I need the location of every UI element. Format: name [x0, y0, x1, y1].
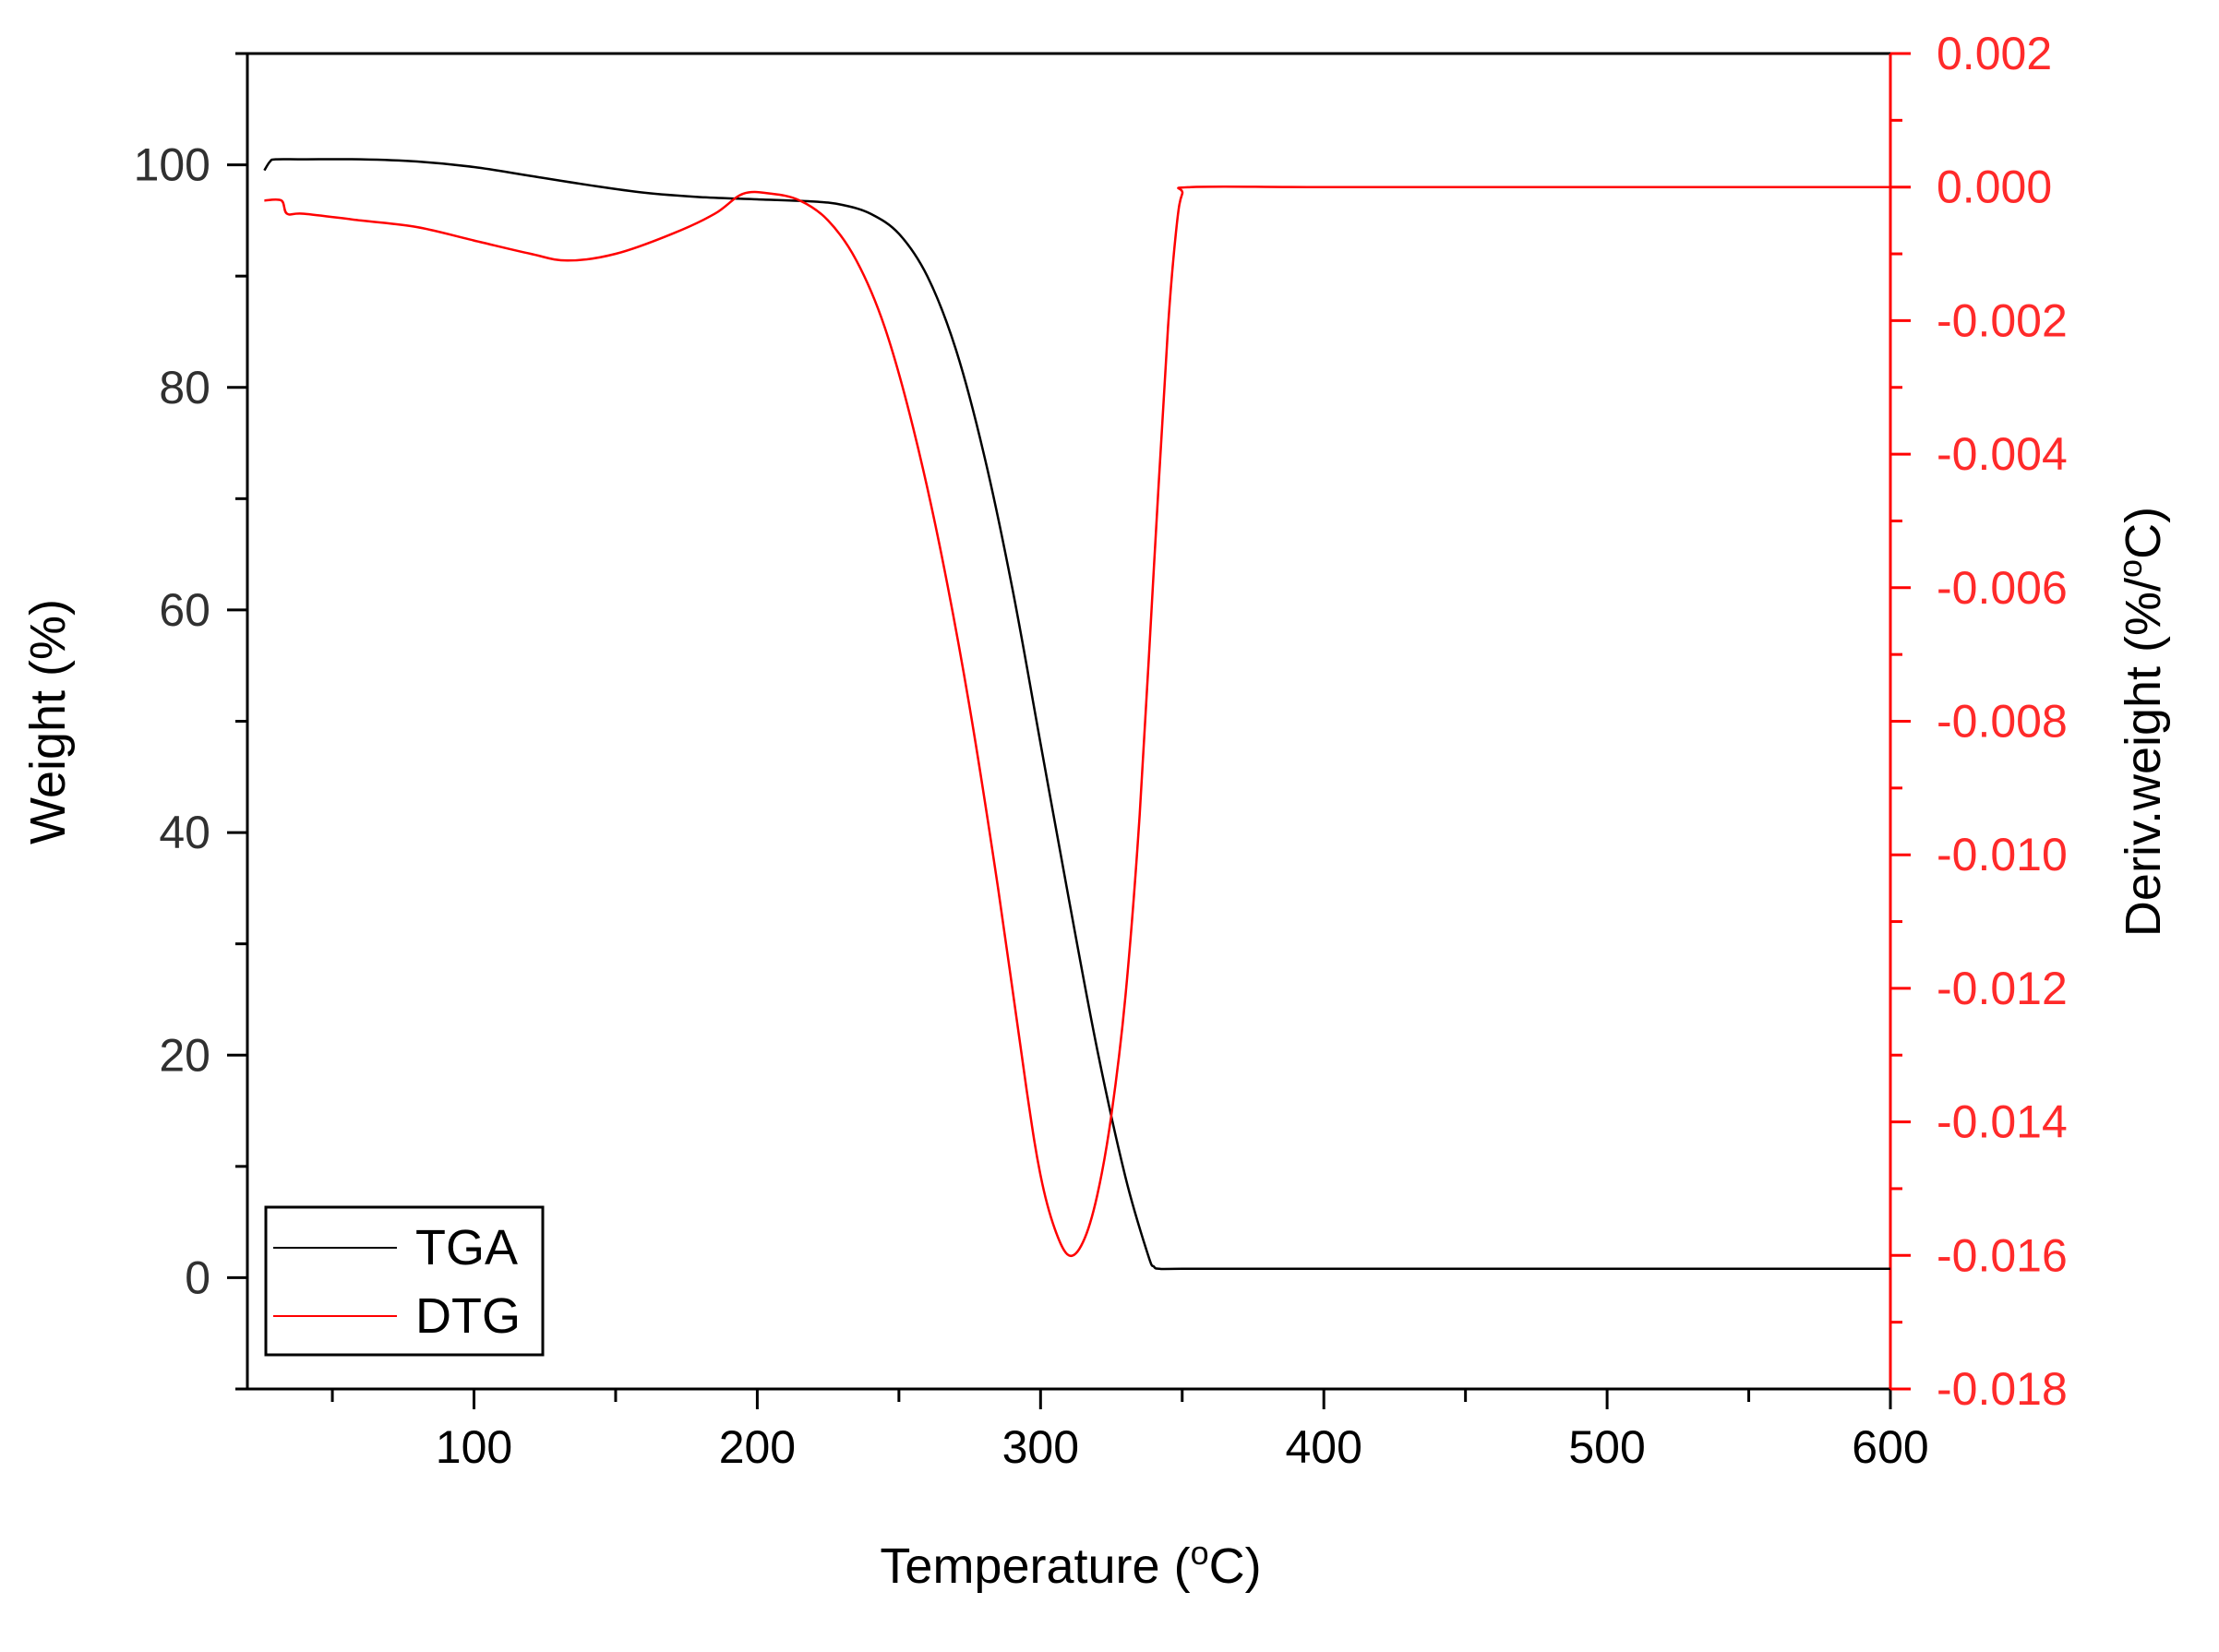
y2-tick-label: -0.016: [1937, 1229, 2068, 1281]
y2-tick-label: -0.008: [1937, 696, 2068, 748]
x-tick-label: 500: [1568, 1421, 1645, 1473]
y2-tick-label: -0.002: [1937, 294, 2068, 346]
y2-tick-label: -0.012: [1937, 963, 2068, 1014]
y-tick-label: 0: [185, 1251, 210, 1303]
series-dtg-line: [264, 185, 1890, 1258]
y2-axis-title: Deriv.weight (%/oC): [2111, 507, 2171, 937]
legend-tga-label: TGA: [415, 1220, 518, 1275]
x-axis-title: Temperature (oC): [880, 1534, 1261, 1594]
y2-tick-label: -0.004: [1937, 428, 2068, 480]
x-tick-label: 600: [1852, 1421, 1928, 1473]
x-tick-label: 400: [1285, 1421, 1361, 1473]
x-tick-label: 100: [436, 1421, 512, 1473]
x-tick-label: 200: [719, 1421, 796, 1473]
y2-tick-label: -0.010: [1937, 829, 2068, 880]
legend-box: [264, 1205, 545, 1357]
y-tick-label: 100: [134, 139, 210, 191]
y2-tick-label: 0.000: [1937, 162, 2052, 213]
y-tick-label: 20: [159, 1029, 210, 1081]
legend-dtg-label: DTG: [415, 1288, 521, 1344]
y2-tick-label: 0.002: [1937, 28, 2052, 79]
y-tick-label: 40: [159, 807, 210, 858]
legend: TGA DTG: [264, 1205, 545, 1357]
y2-tick-label: -0.006: [1937, 562, 2068, 614]
y-tick-label: 80: [159, 362, 210, 413]
x-tick-label: 300: [1002, 1421, 1079, 1473]
y2-tick-label: -0.014: [1937, 1096, 2068, 1148]
series-tga-line: [263, 158, 1890, 1271]
y-axis-title: Weight (%): [20, 599, 76, 844]
y2-tick-label: -0.018: [1937, 1363, 2068, 1415]
y-tick-label: 60: [159, 584, 210, 636]
